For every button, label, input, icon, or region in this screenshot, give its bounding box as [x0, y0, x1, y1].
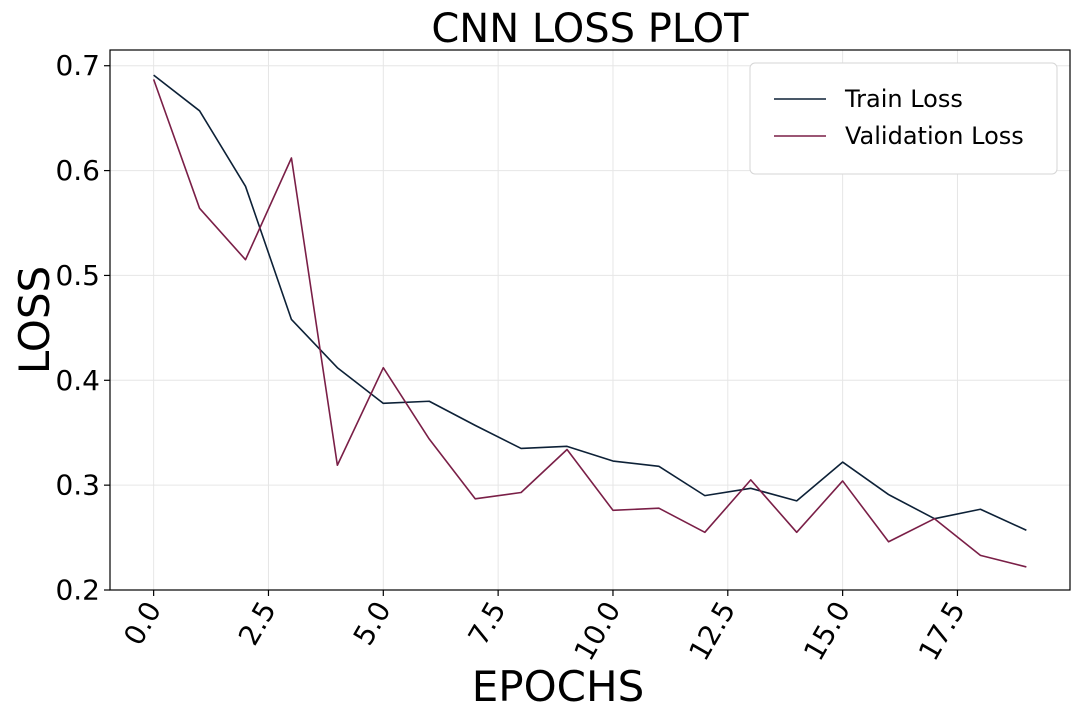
- y-tick-label: 0.5: [55, 259, 100, 292]
- y-tick-label: 0.2: [55, 574, 100, 607]
- y-tick-label: 0.4: [55, 364, 100, 397]
- x-axis-label: EPOCHS: [472, 662, 645, 711]
- x-tick-label: 0.0: [117, 596, 168, 651]
- x-tick-label: 10.0: [568, 596, 628, 666]
- x-tick-label: 12.5: [682, 596, 742, 666]
- x-tick-label: 2.5: [232, 596, 283, 651]
- y-tick-label: 0.3: [55, 469, 100, 502]
- x-tick-label: 5.0: [347, 596, 398, 651]
- legend-label: Train Loss: [844, 85, 963, 113]
- train-loss-line: [153, 74, 1027, 531]
- validation-loss-line: [152, 79, 1027, 568]
- legend: Train Loss Validation Loss: [749, 62, 1058, 175]
- y-tick-label: 0.6: [55, 154, 100, 187]
- x-tick-label: 17.5: [912, 596, 972, 666]
- series-layer: [152, 74, 1027, 568]
- y-axis-label: LOSS: [10, 266, 59, 374]
- x-tick-label: 7.5: [462, 596, 513, 651]
- legend-box: [749, 62, 1058, 175]
- chart-title: CNN LOSS PLOT: [431, 6, 749, 52]
- plot-frame: [109, 49, 1071, 591]
- legend-label: Validation Loss: [845, 122, 1024, 150]
- y-tick-label: 0.7: [55, 49, 100, 82]
- x-tick-label: 15.0: [797, 596, 857, 666]
